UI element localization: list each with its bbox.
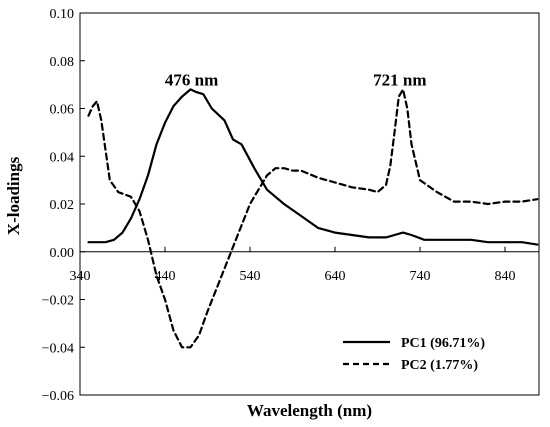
y-tick-label: 0.08 — [50, 55, 75, 70]
legend-label-pc1: PC1 (96.71%) — [401, 336, 485, 351]
x-tick-label: 840 — [495, 269, 516, 284]
y-tick-label: 0.00 — [50, 246, 75, 261]
x-tick-label: 540 — [240, 269, 261, 284]
y-tick-label: 0.04 — [50, 150, 75, 165]
peak-annotation-721: 721 nm — [373, 71, 426, 90]
y-tick-label: 0.06 — [50, 103, 75, 118]
x-tick-label: 740 — [410, 269, 431, 284]
series-layer — [87, 88, 539, 349]
x-tick-label: 440 — [155, 269, 176, 284]
y-tick-label: −0.04 — [42, 341, 74, 356]
axes: −0.06 −0.04 −0.02 0.00 0.02 0.04 0.06 0.08 0.10 3… — [42, 7, 540, 404]
y-axis-title: X-loadings — [4, 156, 23, 235]
y-tick-label: 0.10 — [50, 7, 75, 22]
y-tick-label: −0.02 — [42, 294, 74, 309]
series-line-pc2 — [87, 88, 539, 349]
peak-annotation-476: 476 nm — [165, 71, 218, 90]
series-line-pc1 — [87, 88, 539, 246]
legend: PC1 (96.71%) PC2 (1.77%) — [343, 336, 485, 373]
y-tick-label: 0.02 — [50, 198, 75, 213]
x-tick-label: 340 — [70, 269, 91, 284]
x-axis-title: Wavelength (nm) — [247, 401, 372, 420]
x-tick-label: 640 — [325, 269, 346, 284]
legend-label-pc2: PC2 (1.77%) — [401, 358, 478, 373]
y-tick-label: −0.06 — [42, 389, 74, 404]
